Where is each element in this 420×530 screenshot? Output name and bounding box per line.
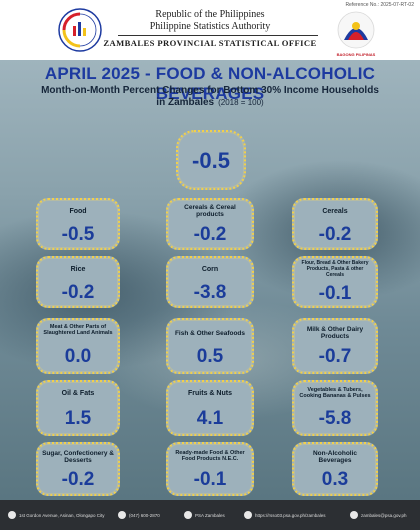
tile-value: 0.3	[321, 469, 349, 490]
footer-website[interactable]: https://rsso03.psa.gov.ph/zambales	[244, 511, 325, 519]
phone-text: (047) 600-2870	[129, 512, 160, 518]
tile-label: Fruits & Nuts	[188, 390, 232, 397]
tile-flour-bread: Flour, Bread & Other Bakery Products, Pa…	[292, 256, 378, 308]
subtitle-line-1: Month-on-Month Percent Changes for Botto…	[41, 85, 379, 96]
tile-value: -0.2	[61, 282, 95, 303]
tile-value: -3.8	[193, 282, 227, 303]
website-text: https://rsso03.psa.gov.ph/zambales	[255, 512, 326, 518]
tile-label: Corn	[201, 266, 219, 273]
tile-label: Sugar, Confectionery & Desserts	[42, 450, 114, 465]
footer-email[interactable]: zambales@psa.gov.ph	[350, 511, 407, 519]
tile-fish: Fish & Other Seafoods 0.5	[166, 318, 254, 374]
email-text: zambales@psa.gov.ph	[361, 512, 407, 518]
address-text: 1st Gordon Avenue, Asinan, Olongapo City	[19, 512, 105, 518]
tile-sugar: Sugar, Confectionery & Desserts -0.2	[36, 442, 120, 496]
tile-label: Flour, Bread & Other Bakery Products, Pa…	[301, 260, 369, 278]
tile-food: Food -0.5	[36, 198, 120, 250]
tile-value: -0.2	[318, 224, 352, 245]
footer-phone: (047) 600-2870	[118, 511, 160, 519]
tile-oil-fats: Oil & Fats 1.5	[36, 380, 120, 436]
tile-label: Food	[69, 208, 87, 215]
tile-ready-made: Ready-made Food & Other Food Products N.…	[166, 442, 254, 496]
tile-cereals: Cereals -0.2	[292, 198, 378, 250]
location-pin-icon	[8, 511, 16, 519]
tile-value: -0.1	[318, 283, 352, 304]
tile-label: Cereals & Cereal products	[184, 204, 236, 219]
tile-label: Ready-made Food & Other Food Products N.…	[175, 450, 245, 463]
tile-non-alcoholic: Non-Alcoholic Beverages 0.3	[292, 442, 378, 496]
facebook-icon	[184, 511, 192, 519]
footer-facebook[interactable]: PSA Zambales	[184, 511, 225, 519]
tile-value: 1.5	[64, 408, 92, 429]
tile-label: Vegetables & Tubers, Cooking Bananas & P…	[299, 387, 371, 400]
tile-label: Cereals	[322, 208, 348, 215]
psa-seal-logo	[58, 8, 102, 52]
tile-label: Meat & Other Parts of Slaughtered Land A…	[43, 324, 113, 337]
tile-value: 0.5	[196, 346, 224, 367]
email-icon	[350, 511, 358, 519]
header-divider	[118, 35, 318, 36]
poster-title: APRIL 2025 - FOOD & NON-ALCOHOLIC BEVERA…	[44, 64, 376, 103]
tile-cereals-products: Cereals & Cereal products -0.2	[166, 198, 254, 250]
tile-value: -0.1	[193, 469, 227, 490]
tile-meat: Meat & Other Parts of Slaughtered Land A…	[36, 318, 120, 374]
tile-label: Oil & Fats	[61, 390, 95, 397]
header: Reference No.: 2025-07-RT-02 Republic of…	[0, 0, 420, 60]
tile-rice: Rice -0.2	[36, 256, 120, 308]
tile-corn: Corn -3.8	[166, 256, 254, 308]
reference-number: Reference No.: 2025-07-RT-02	[345, 2, 414, 8]
footer: 1st Gordon Avenue, Asinan, Olongapo City…	[0, 500, 420, 530]
facebook-text: PSA Zambales	[195, 512, 225, 518]
subtitle-line-2: in Zambales	[156, 97, 215, 108]
bagong-pilipinas-text: BAGONG PILIPINAS	[336, 52, 376, 57]
tile-label: Fish & Other Seafoods	[174, 330, 246, 337]
globe-icon	[244, 511, 252, 519]
poster-subtitle: Month-on-Month Percent Changes for Botto…	[0, 85, 420, 109]
tile-value: 4.1	[196, 408, 224, 429]
tile-value: -0.7	[318, 346, 352, 367]
tile-value: -5.8	[318, 408, 352, 429]
republic-text: Republic of the Philippines	[155, 9, 265, 20]
tile-label: Rice	[70, 266, 86, 273]
footer-address: 1st Gordon Avenue, Asinan, Olongapo City	[8, 511, 104, 519]
infographic-poster: APRIL 2025 - FOOD & NON-ALCOHOLIC BEVERA…	[0, 60, 420, 500]
tile-vegetables: Vegetables & Tubers, Cooking Bananas & P…	[292, 380, 378, 436]
tile-label: Milk & Other Dairy Products	[306, 326, 364, 341]
headline-value: -0.5	[192, 148, 230, 173]
tile-value: -0.5	[61, 224, 95, 245]
tile-value: -0.2	[61, 469, 95, 490]
tile-fruits-nuts: Fruits & Nuts 4.1	[166, 380, 254, 436]
tile-value: -0.2	[193, 224, 227, 245]
tile-value: 0.0	[64, 346, 92, 367]
office-name: ZAMBALES PROVINCIAL STATISTICAL OFFICE	[103, 38, 317, 48]
tile-milk: Milk & Other Dairy Products -0.7	[292, 318, 378, 374]
agency-name: Philippine Statistics Authority	[149, 21, 271, 32]
base-year: (2018 = 100)	[218, 98, 264, 107]
headline-tile: -0.5	[176, 130, 246, 190]
tile-label: Non-Alcoholic Beverages	[312, 450, 358, 465]
bagong-pilipinas-logo	[337, 11, 375, 49]
phone-icon	[118, 511, 126, 519]
